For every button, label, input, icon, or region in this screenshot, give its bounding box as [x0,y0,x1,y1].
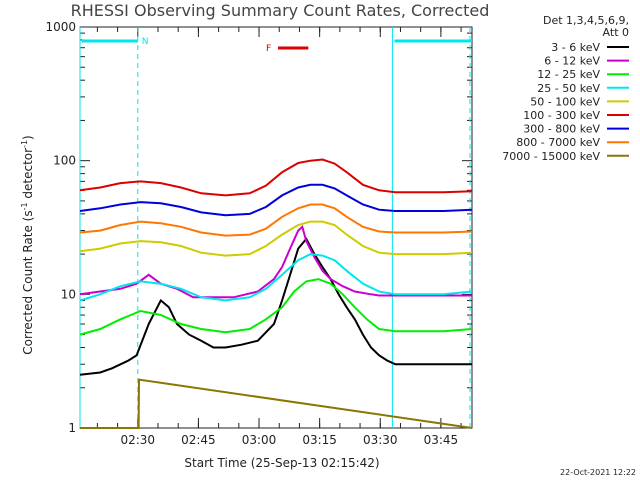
series-line-3 [79,278,473,336]
y-axis-label-end: ) [21,135,35,140]
series-line-6 [79,158,473,197]
legend-entry-label: 6 - 12 keV [544,55,600,68]
y-axis-label-mid: detector [21,148,35,203]
series-line-8 [79,203,473,237]
x-tick-label: 02:30 [120,433,155,447]
legend-entry-label: 300 - 800 keV [523,123,600,136]
x-tick-label: 03:00 [242,433,277,447]
x-tick-label: 03:45 [424,433,459,447]
series-line-4 [79,253,473,302]
y-tick-label: 1000 [45,20,76,34]
legend-entry-label: 12 - 25 keV [537,68,600,81]
x-axis-label: Start Time (25-Sep-13 02:15:42) [184,456,379,470]
flare-marker-label: F [266,44,271,54]
series-group [79,158,473,429]
series-line-7 [79,183,473,217]
legend-header-line2: Att 0 [603,26,629,39]
footer-timestamp: 22-Oct-2021 12:22 [560,468,636,477]
series-line-9 [80,378,473,429]
y-axis-label: Corrected Count Rate (s-1 detector-1) [20,135,35,354]
legend-entry-label: 800 - 7000 keV [516,136,600,149]
attenuator-bar-label: N [142,37,149,47]
legend-entry-label: 50 - 100 keV [530,95,600,108]
x-tick-label: 02:45 [181,433,216,447]
y-tick-label: 1 [68,421,76,435]
y-axis-label-main: Corrected Count Rate (s [21,210,35,354]
plot-frame [79,26,473,429]
y-tick-label: 10 [61,287,76,301]
series-line-2 [79,224,472,299]
plot-area: 1 10 100 1000 02:30 02:45 03:00 03:15 03:30 03:45… [45,20,473,447]
x-tick-label: 03:30 [363,433,398,447]
legend-entry-label: 7000 - 15000 keV [502,150,600,163]
legend-header-line1: Det 1,3,4,5,6,9, [543,14,629,27]
series-line-5 [79,220,473,257]
y-tick-label: 100 [53,154,76,168]
legend-entry-label: 100 - 300 keV [523,109,600,122]
series-line-1 [79,237,472,376]
chart-title: RHESSI Observing Summary Count Rates, Co… [71,1,490,20]
legend-entry-label: 3 - 6 keV [551,41,600,54]
legend-entry-label: 25 - 50 keV [537,82,600,95]
y-axis-label-sup2: -1 [20,140,29,148]
y-axis-label-sup1: -1 [20,202,29,210]
x-tick-label: 03:15 [302,433,337,447]
